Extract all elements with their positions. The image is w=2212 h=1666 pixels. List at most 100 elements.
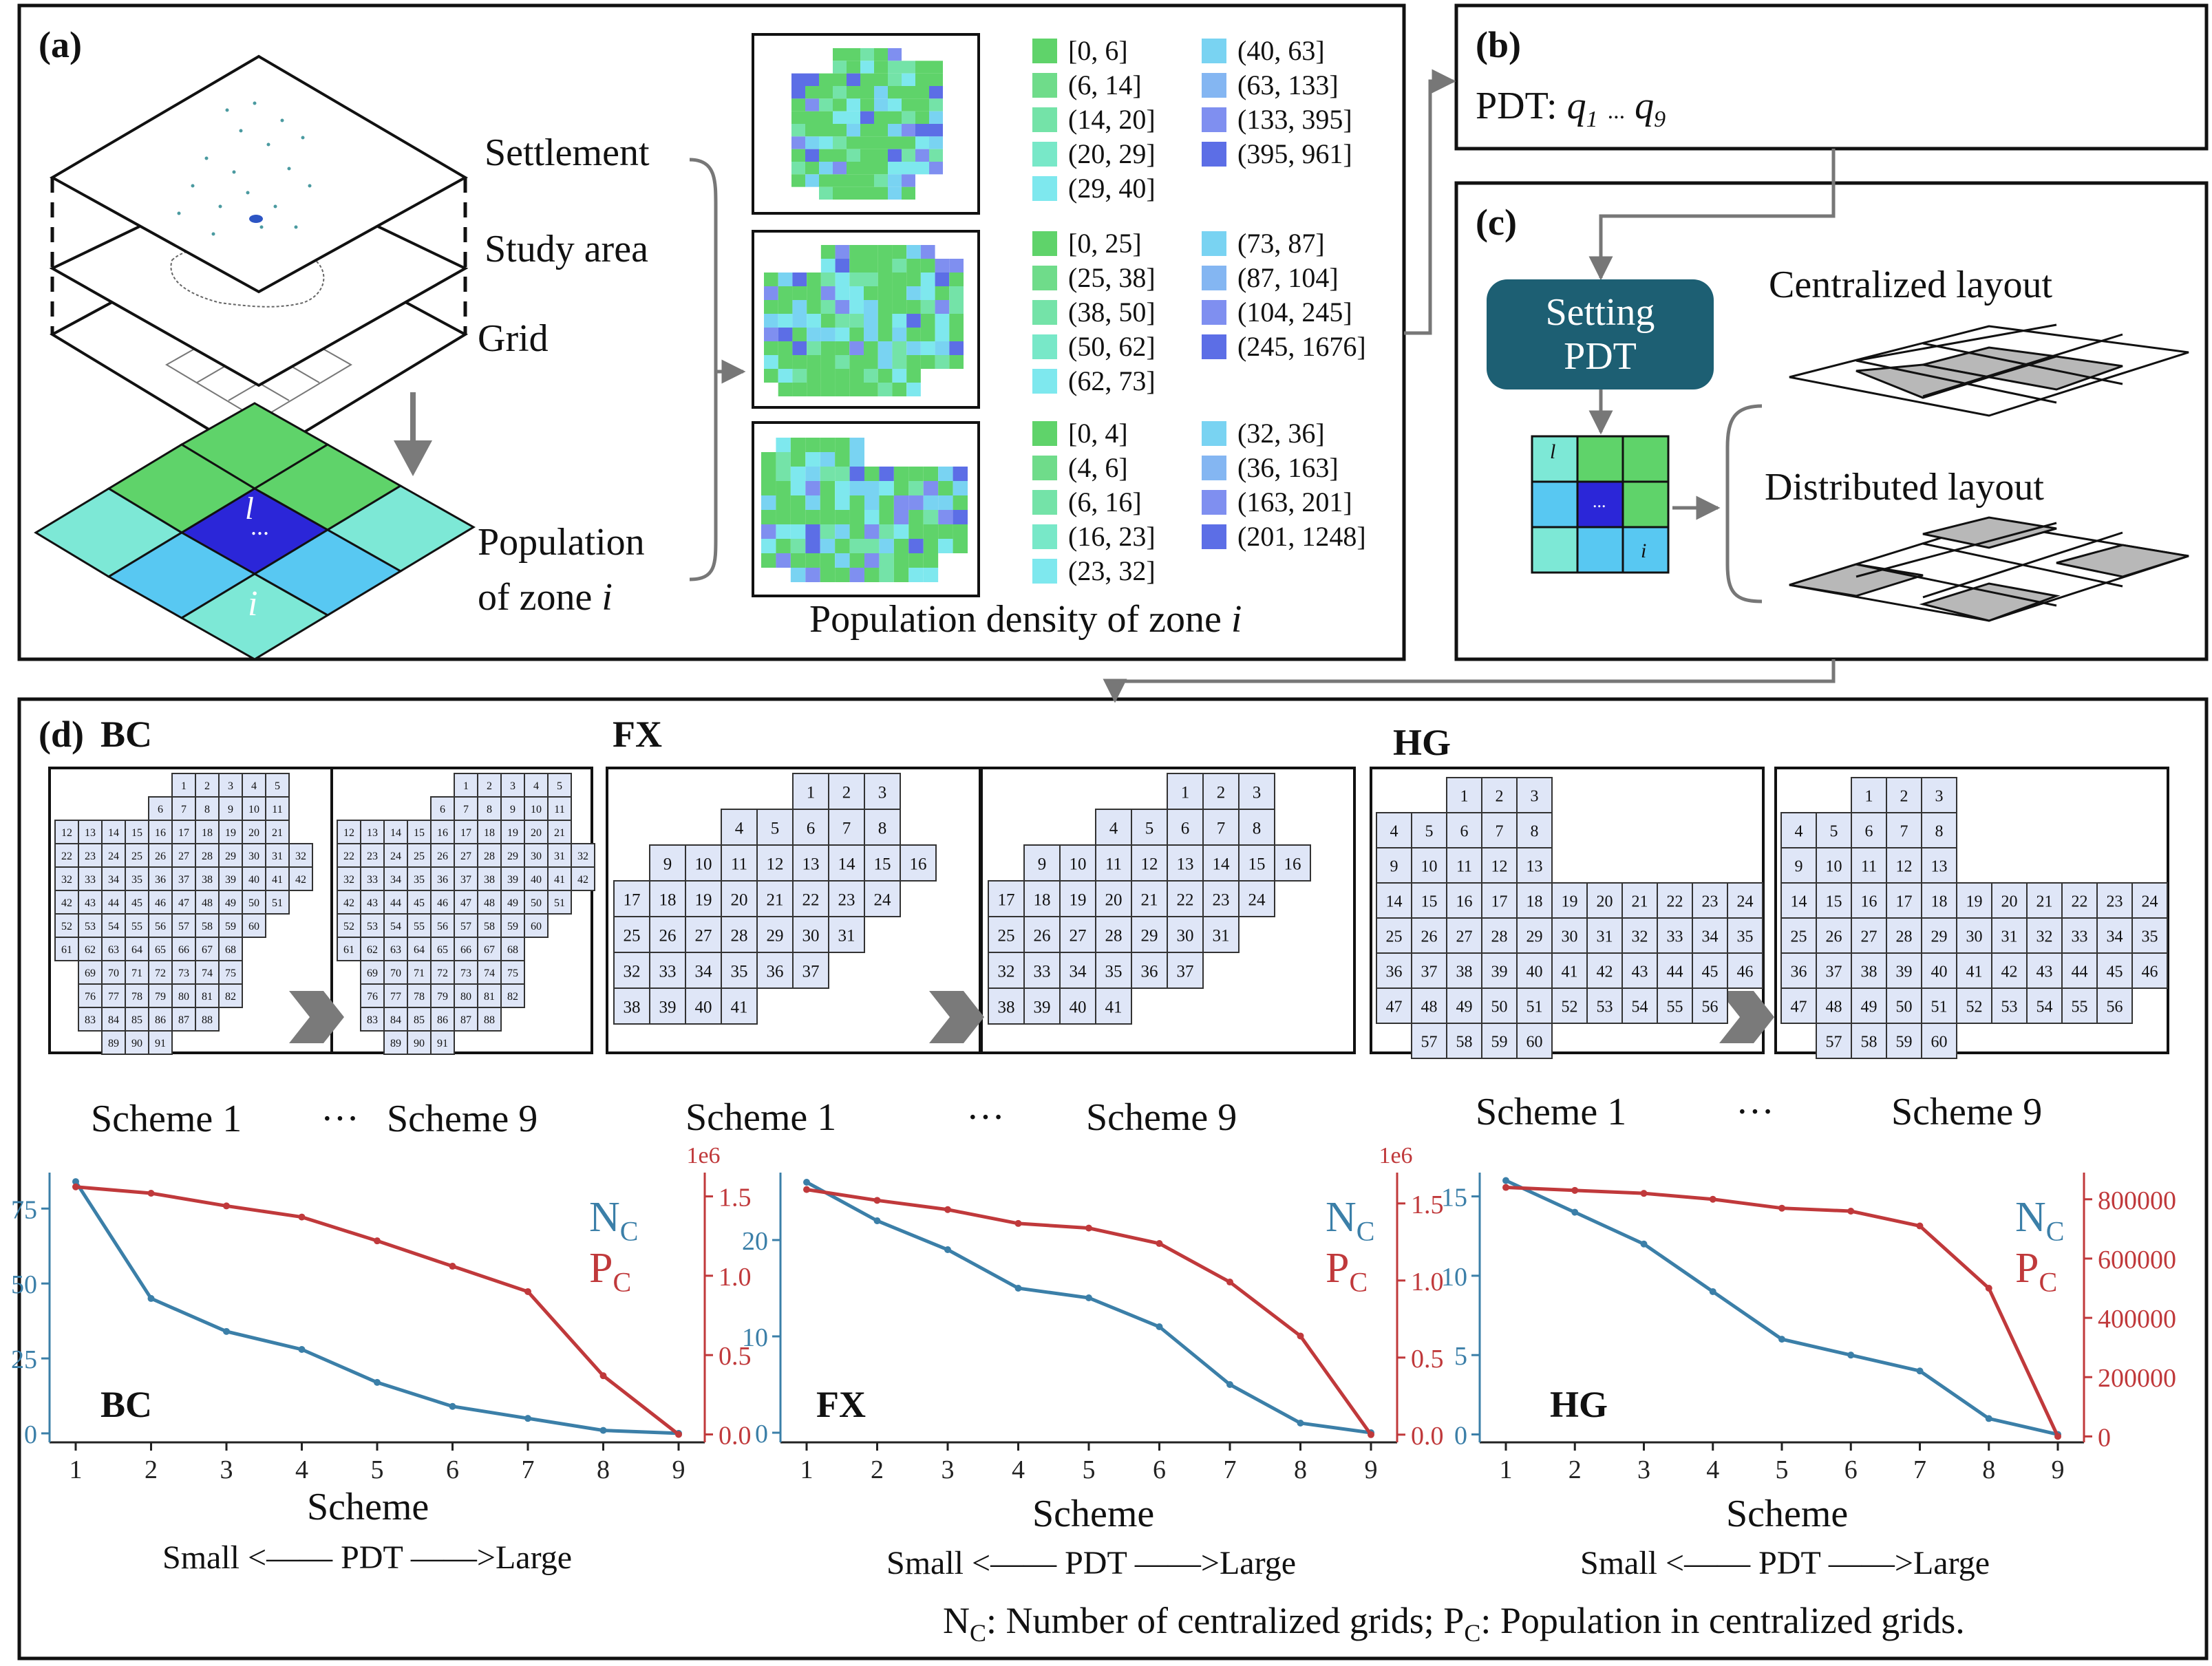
grid-cell — [383, 937, 408, 961]
map-cell — [949, 300, 964, 314]
grid-cell — [1921, 777, 1957, 813]
legend-label: [0, 25] — [1068, 228, 1142, 259]
map-cell — [860, 111, 874, 124]
grid-cell-number: 13 — [367, 827, 378, 839]
pdt-grid-l: l — [1550, 440, 1556, 463]
grid-cell-number: 43 — [1632, 963, 1648, 981]
grid-cell-number: 85 — [414, 1014, 425, 1026]
grid-cell-number: 60 — [1527, 1034, 1543, 1051]
map-cell — [847, 136, 860, 149]
grid-cell-number: 57 — [460, 921, 471, 932]
grid-cell — [1657, 952, 1693, 989]
grid-cell-number: 18 — [1034, 890, 1051, 909]
grid-cell-number: 56 — [437, 921, 448, 932]
map-cell — [792, 314, 807, 328]
map-cell — [923, 481, 939, 495]
map-cell — [929, 162, 943, 175]
legend-swatch — [1032, 265, 1057, 290]
map-cell — [847, 61, 860, 74]
map-cell — [902, 186, 915, 200]
grid-cell-number: 52 — [1966, 998, 1983, 1016]
grid-cell-number: 24 — [108, 851, 119, 862]
grid-cell — [1780, 917, 1817, 954]
fx-pdt-axis: Small <—— PDT ——>Large — [886, 1545, 1297, 1581]
map-cell — [805, 73, 819, 86]
map-cell — [888, 162, 902, 175]
map-cell — [849, 369, 864, 383]
nc-point — [1916, 1367, 1924, 1375]
grid-cell-number: 39 — [1896, 963, 1913, 981]
grid-cell — [1202, 809, 1240, 846]
map-cell — [908, 481, 924, 495]
grid-cell-number: 22 — [1177, 890, 1194, 909]
grid-cell-number: 17 — [460, 827, 471, 839]
map-cell — [776, 481, 791, 495]
grid-cell-number: 9 — [1795, 858, 1803, 876]
map-cell — [849, 300, 864, 314]
grid-cell — [2096, 987, 2133, 1024]
x-tick-label: 5 — [1776, 1455, 1789, 1484]
grid-cell-number: 67 — [202, 944, 213, 956]
pc-point — [374, 1237, 381, 1245]
grid-cell — [1059, 880, 1096, 917]
grid-cell — [685, 916, 722, 953]
arrow-b-to-c — [1588, 149, 1836, 281]
legend-item: (245, 1676] — [1202, 330, 1366, 363]
grid-cell-number: 85 — [131, 1014, 142, 1026]
panel-a-label: (a) — [39, 24, 82, 65]
map-cell — [819, 73, 833, 86]
grid-cell-number: 68 — [225, 944, 236, 956]
pc-point — [1778, 1204, 1785, 1212]
pc-point — [449, 1263, 456, 1270]
grid-cell-number: 30 — [802, 926, 820, 945]
map-cell — [902, 136, 915, 149]
map-cell — [920, 245, 935, 259]
grid-cell-number: 52 — [1562, 998, 1578, 1016]
right-scale-label: 1e6 — [686, 1143, 720, 1168]
grid-cell — [756, 952, 794, 989]
nc-point — [1014, 1285, 1022, 1292]
map-cell — [764, 273, 778, 286]
map-cell — [920, 286, 935, 300]
grid-cell-number: 18 — [202, 827, 213, 839]
grid-cell-number: 69 — [85, 968, 96, 979]
grid-cell — [1023, 880, 1061, 917]
grid-cell-number: 88 — [202, 1014, 213, 1026]
grid-cell — [242, 866, 266, 891]
grid-cell-number: 23 — [1213, 890, 1230, 909]
legend-label: (32, 36] — [1237, 418, 1325, 449]
grid-cell-number: 5 — [557, 780, 562, 792]
grid-cell-number: 37 — [1177, 962, 1194, 981]
grid-cell-number: 15 — [414, 827, 425, 839]
map-cell — [791, 174, 805, 187]
grid-cell-number: 39 — [507, 874, 518, 886]
map-cell — [864, 467, 880, 481]
legend-swatch — [1202, 141, 1226, 167]
grid-cell — [407, 890, 432, 915]
grid-cell-number: 23 — [1702, 893, 1719, 911]
map-cell — [847, 111, 860, 124]
grid-cell-number: 56 — [1702, 998, 1719, 1016]
legend-swatch — [1202, 265, 1226, 290]
map-cell — [790, 539, 806, 553]
grid-cell-number: 77 — [390, 991, 401, 1003]
right-tick-label: 1.5 — [719, 1184, 752, 1213]
grid-cell-number: 2 — [487, 780, 492, 792]
nc-point — [1778, 1336, 1785, 1343]
pc-point — [1297, 1332, 1304, 1340]
right-tick-label: 0.5 — [1411, 1345, 1444, 1374]
x-tick-label: 4 — [1012, 1455, 1025, 1484]
grid-cell — [383, 843, 408, 868]
grid-cell-number: 46 — [155, 897, 166, 909]
grid-cell-number: 38 — [1456, 963, 1473, 981]
grid-cell — [454, 890, 478, 915]
arrow-a-to-b — [1404, 69, 1456, 335]
grid-cell — [1956, 917, 1992, 954]
grid-cell-number: 4 — [1109, 819, 1118, 837]
grid-cell-number: 50 — [1896, 998, 1913, 1016]
map-cell — [878, 286, 893, 300]
map-cell — [807, 286, 821, 300]
legend-label: (6, 16] — [1068, 487, 1142, 517]
map-cell — [915, 136, 929, 149]
map-cell — [864, 553, 880, 568]
